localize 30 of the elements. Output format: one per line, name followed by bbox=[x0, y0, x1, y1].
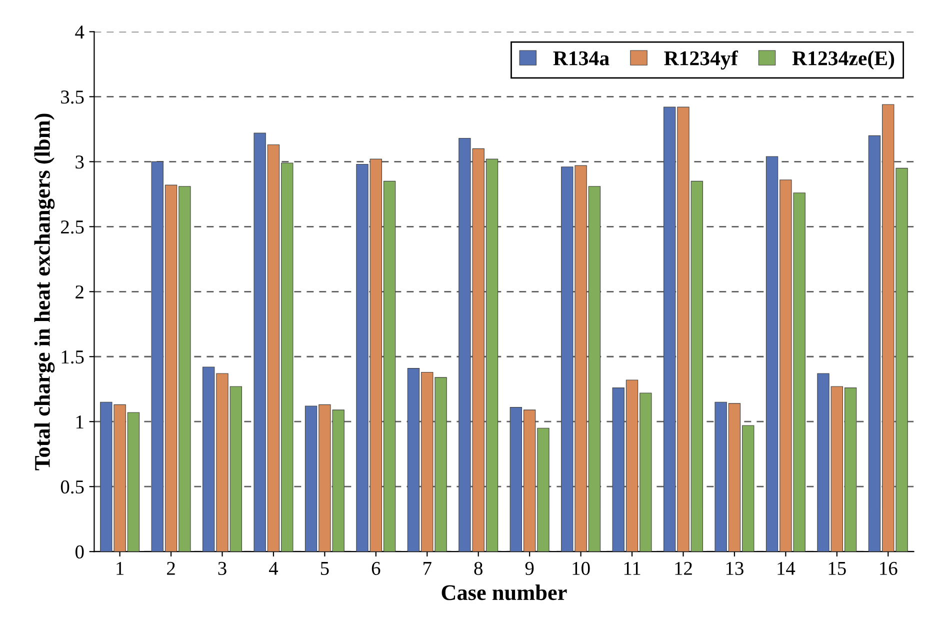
y-tick-label: 0.5 bbox=[60, 480, 84, 494]
x-tick-label: 11 bbox=[624, 562, 640, 575]
legend-label: R1234ze(E) bbox=[792, 50, 894, 70]
x-tick-label: 16 bbox=[880, 562, 898, 575]
y-tick-label: 0 bbox=[75, 545, 84, 559]
y-axis-title: Total charge in heat exchangers (lbm) bbox=[34, 114, 55, 470]
x-axis-title: Case number bbox=[442, 584, 567, 600]
y-tick-label: 1.5 bbox=[62, 350, 84, 364]
x-tick-label: 5 bbox=[320, 562, 329, 575]
x-tick-label: 9 bbox=[525, 562, 534, 575]
x-tick-label: 10 bbox=[572, 562, 590, 575]
y-tick-label: 2.5 bbox=[61, 220, 84, 234]
y-tick-label: 2 bbox=[76, 286, 84, 298]
x-tick-label: 14 bbox=[778, 562, 796, 575]
y-tick-label: 3.5 bbox=[61, 90, 84, 104]
legend-label: R1234yf bbox=[664, 50, 738, 70]
x-tick-label: 12 bbox=[675, 562, 692, 575]
x-tick-label: 3 bbox=[218, 562, 226, 575]
y-tick-label: 4 bbox=[75, 26, 84, 38]
x-tick-label: 2 bbox=[167, 562, 175, 575]
x-tick-label: 15 bbox=[828, 562, 846, 575]
x-tick-label: 1 bbox=[116, 562, 124, 575]
y-tick-label: 3 bbox=[76, 156, 84, 169]
x-tick-label: 13 bbox=[726, 562, 744, 575]
x-tick-label: 8 bbox=[474, 562, 482, 575]
x-tick-label: 7 bbox=[424, 562, 432, 575]
y-tick-label: 1 bbox=[76, 416, 84, 428]
x-tick-label: 6 bbox=[372, 562, 380, 575]
x-tick-label: 4 bbox=[268, 562, 278, 575]
legend-label: R134a bbox=[553, 51, 610, 66]
